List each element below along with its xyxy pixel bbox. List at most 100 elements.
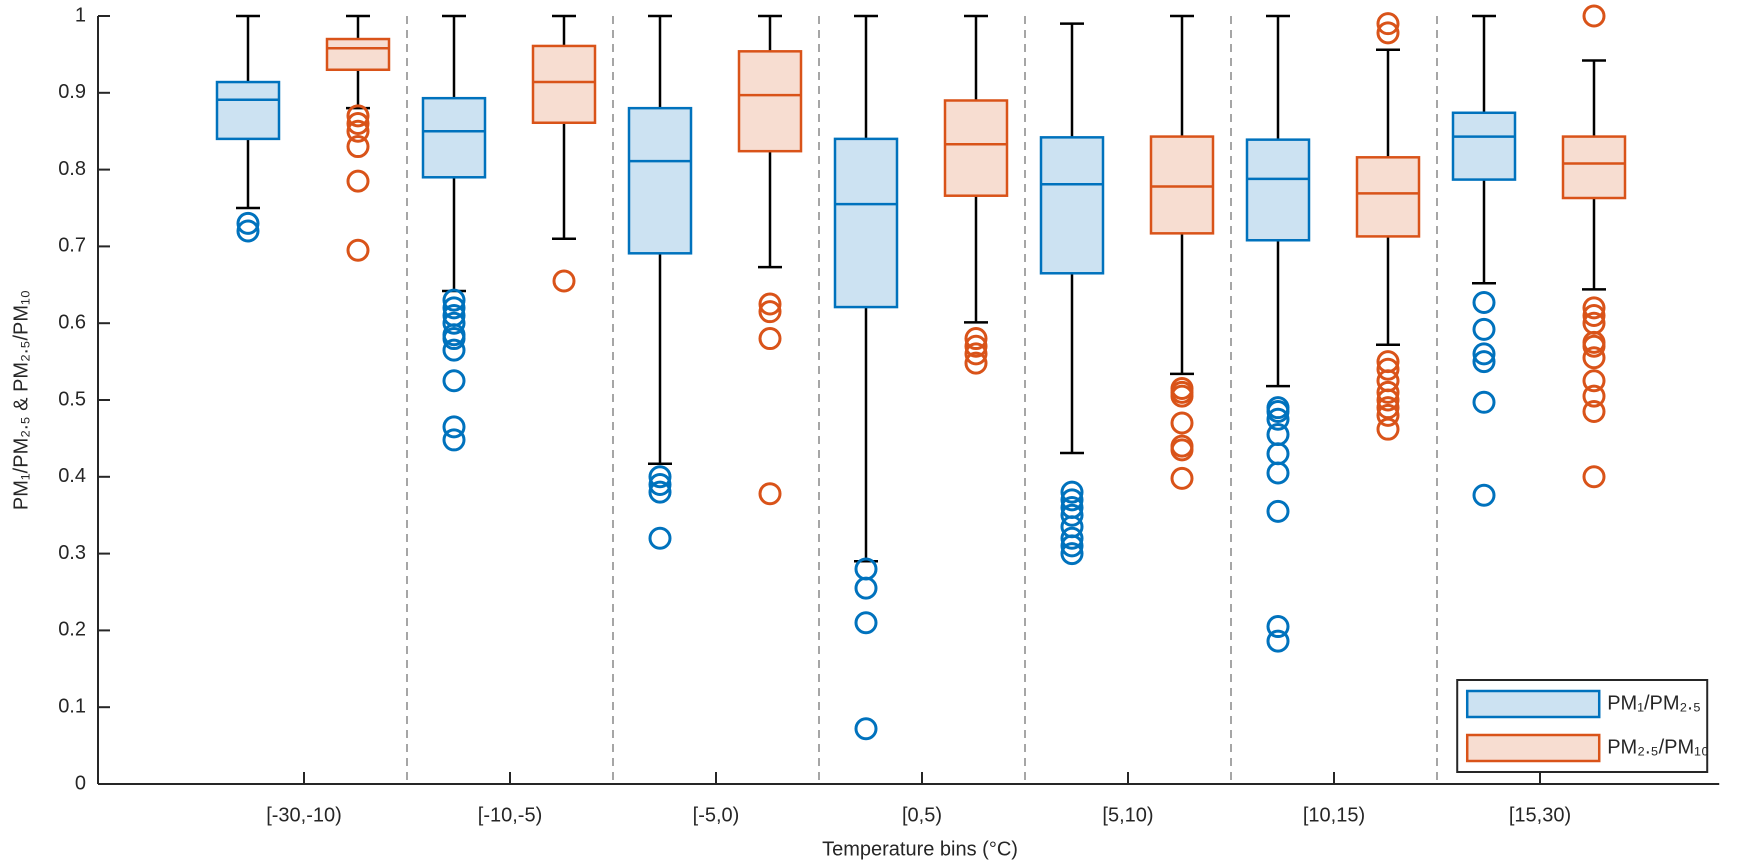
outlier xyxy=(648,526,672,550)
outlier xyxy=(346,238,370,262)
y-tick-label: 0.6 xyxy=(58,311,86,333)
box xyxy=(531,44,597,125)
outlier xyxy=(1582,465,1606,489)
outlier xyxy=(1472,290,1496,314)
box-group xyxy=(1355,12,1421,441)
box-group xyxy=(1451,14,1517,507)
box-group xyxy=(1245,14,1311,653)
outlier xyxy=(1376,369,1400,393)
outlier xyxy=(1266,442,1290,466)
outlier xyxy=(1266,407,1290,431)
outlier xyxy=(854,611,878,635)
outlier xyxy=(1060,526,1084,550)
outlier xyxy=(1376,403,1400,427)
legend-label: PM₂.₅/PM₁₀ xyxy=(1607,736,1709,758)
box-group xyxy=(215,14,281,243)
box-group xyxy=(531,14,597,293)
box-group xyxy=(943,14,1009,375)
y-tick-label: 0.9 xyxy=(58,81,86,103)
box-group xyxy=(1561,4,1627,489)
x-tick-label: [-5,0) xyxy=(693,804,740,826)
outlier xyxy=(442,311,466,335)
outlier xyxy=(1376,380,1400,404)
outlier xyxy=(552,269,576,293)
outlier xyxy=(1472,317,1496,341)
outlier xyxy=(758,327,782,351)
outlier xyxy=(1266,461,1290,485)
box-group xyxy=(1149,14,1215,490)
outlier xyxy=(964,342,988,366)
y-tick-label: 0.2 xyxy=(58,619,86,641)
outlier xyxy=(758,300,782,324)
x-tick-label: [5,10) xyxy=(1102,804,1153,826)
y-tick-label: 0.3 xyxy=(58,542,86,564)
outlier xyxy=(854,717,878,741)
box xyxy=(1149,135,1215,235)
legend-label: PM₁/PM₂.₅ xyxy=(1607,692,1701,714)
outlier xyxy=(1170,466,1194,490)
box xyxy=(325,37,391,72)
outlier xyxy=(236,211,260,235)
outlier xyxy=(1582,346,1606,370)
outlier xyxy=(442,288,466,312)
outlier xyxy=(1376,21,1400,45)
y-tick-label: 0.8 xyxy=(58,158,86,180)
outlier xyxy=(1060,542,1084,566)
legend-swatch xyxy=(1465,689,1601,719)
outlier xyxy=(854,576,878,600)
box xyxy=(421,96,487,179)
outlier xyxy=(1060,534,1084,558)
x-tick-label: [10,15) xyxy=(1303,804,1365,826)
outlier xyxy=(346,119,370,143)
outlier xyxy=(1376,357,1400,381)
box xyxy=(627,106,693,255)
outlier xyxy=(346,104,370,128)
x-tick-label: [15,30) xyxy=(1509,804,1571,826)
box xyxy=(215,80,281,141)
outlier xyxy=(648,472,672,496)
y-tick-label: 0.4 xyxy=(58,465,86,487)
box xyxy=(1039,136,1105,275)
outlier xyxy=(1582,296,1606,320)
box xyxy=(1561,135,1627,200)
box xyxy=(1451,111,1517,181)
outlier xyxy=(442,428,466,452)
outlier xyxy=(1582,4,1606,28)
legend-swatch xyxy=(1465,733,1601,763)
outlier xyxy=(964,351,988,375)
outlier xyxy=(1376,396,1400,420)
outlier xyxy=(442,327,466,351)
outlier xyxy=(442,415,466,439)
y-tick-label: 0.1 xyxy=(58,695,86,717)
outlier xyxy=(1582,384,1606,408)
outlier xyxy=(1266,499,1290,523)
box xyxy=(1355,156,1421,238)
x-tick-label: [0,5) xyxy=(902,804,942,826)
outlier xyxy=(964,334,988,358)
y-tick-label: 0.7 xyxy=(58,235,86,257)
outlier xyxy=(346,169,370,193)
outlier xyxy=(1376,12,1400,36)
outlier xyxy=(442,296,466,320)
y-tick-label: 0 xyxy=(75,772,86,794)
outlier xyxy=(346,135,370,159)
outlier xyxy=(1472,483,1496,507)
outlier xyxy=(1060,503,1084,527)
outlier xyxy=(758,292,782,316)
outlier xyxy=(648,465,672,489)
box xyxy=(737,50,803,153)
outlier xyxy=(1060,488,1084,512)
box-group xyxy=(627,14,693,550)
outlier xyxy=(1582,369,1606,393)
outlier xyxy=(648,480,672,504)
x-axis-label: Temperature bins (°C) xyxy=(822,838,1018,860)
outlier xyxy=(1582,334,1606,358)
outlier xyxy=(236,219,260,243)
y-tick-label: 0.5 xyxy=(58,388,86,410)
outlier xyxy=(1266,400,1290,424)
box-group xyxy=(325,14,391,262)
outlier xyxy=(442,338,466,362)
box-group xyxy=(833,14,899,741)
outlier xyxy=(1060,515,1084,539)
